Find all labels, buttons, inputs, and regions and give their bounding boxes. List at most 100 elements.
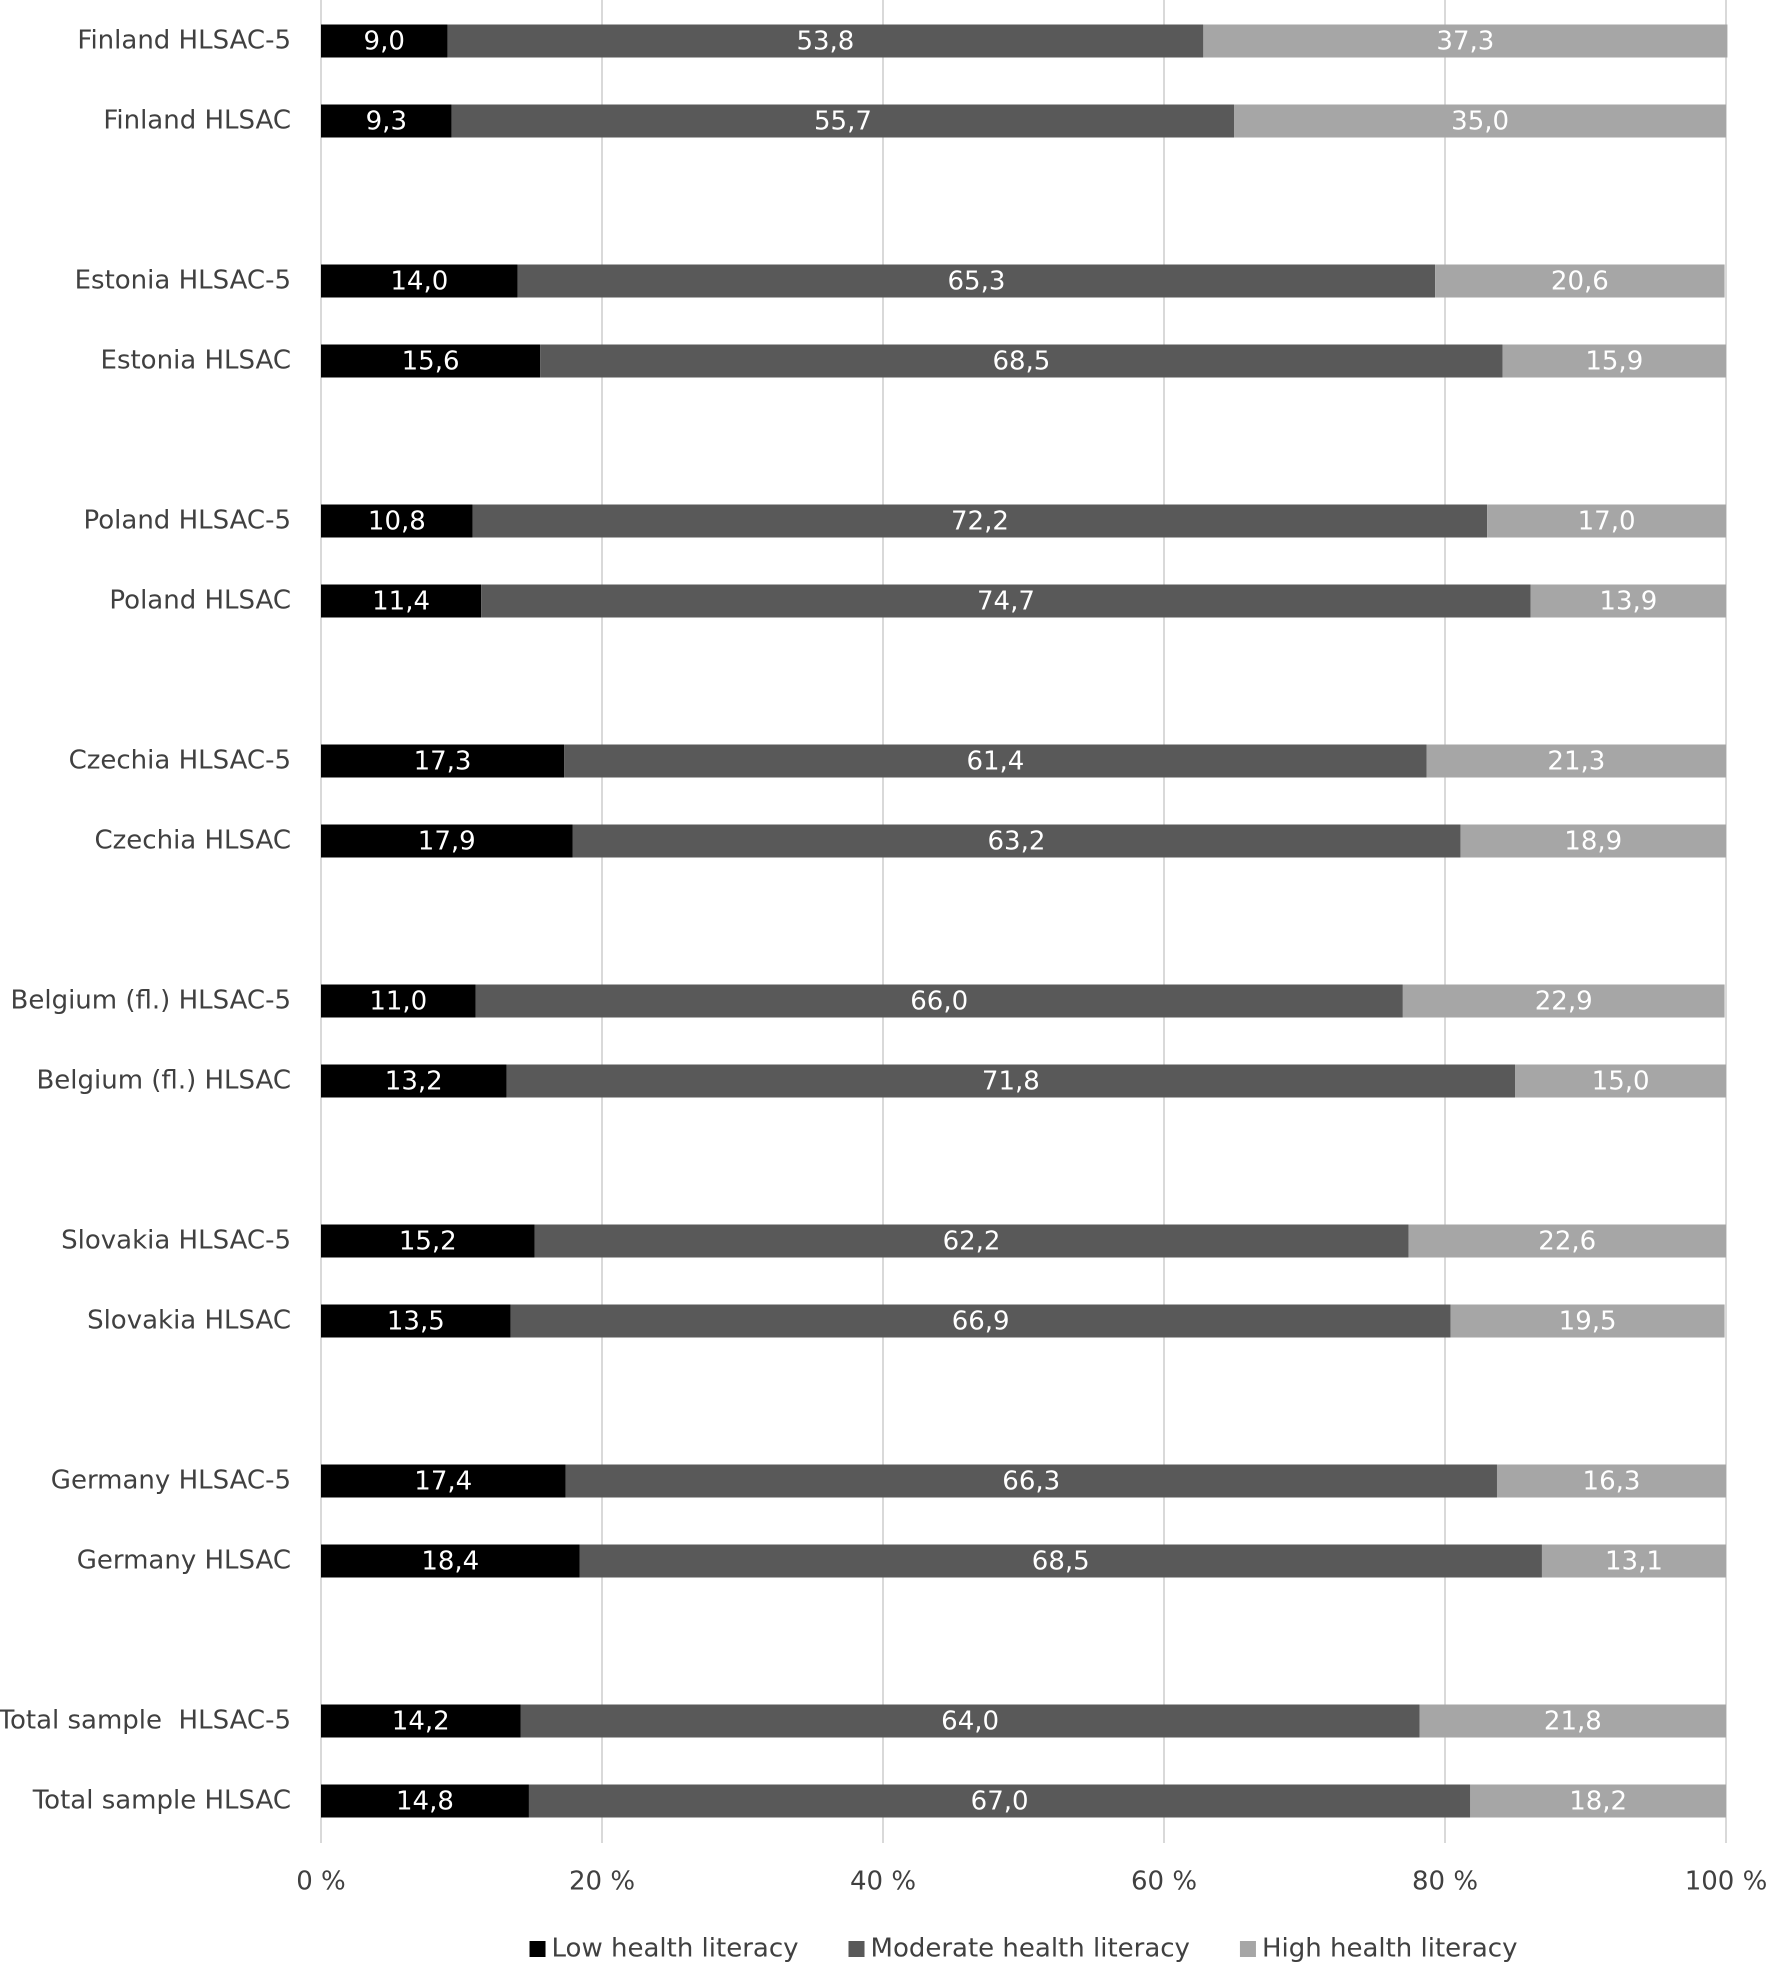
data-label: 68,5 [1032, 1547, 1090, 1577]
legend-swatch [848, 1941, 865, 1957]
x-tick-label: 60 % [1131, 1867, 1197, 1897]
bar-segment [1419, 1704, 1726, 1738]
bar-segment [321, 1224, 535, 1258]
data-label: 13,2 [385, 1067, 443, 1097]
bar-segment [528, 1784, 1471, 1818]
y-tick-label: Czechia HLSAC-5 [69, 746, 291, 776]
bar-segment [572, 824, 1461, 858]
data-label: 62,2 [943, 1227, 1001, 1257]
bar-segment [1450, 1304, 1725, 1338]
bar-segment [321, 1544, 580, 1578]
data-label: 19,5 [1559, 1307, 1617, 1337]
data-label: 18,2 [1569, 1787, 1627, 1817]
data-label: 35,0 [1451, 107, 1509, 137]
bar-segment [321, 264, 518, 298]
data-label: 63,2 [988, 827, 1046, 857]
data-label: 17,9 [418, 827, 476, 857]
bar-segment [1426, 744, 1726, 778]
bar-segment [321, 824, 573, 858]
bar-segment [517, 264, 1436, 298]
data-label: 65,3 [947, 267, 1005, 297]
grid [320, 0, 1727, 1843]
y-tick-label: Estonia HLSAC [101, 346, 291, 376]
bar-segment [447, 24, 1204, 58]
data-label: 15,9 [1585, 347, 1643, 377]
bar-segment [1530, 584, 1726, 618]
bar-segment [579, 1544, 1542, 1578]
bar-segment [321, 584, 482, 618]
y-tick-label: Poland HLSAC-5 [84, 506, 292, 536]
data-label: 21,3 [1547, 747, 1605, 777]
data-label: 18,9 [1564, 827, 1622, 857]
data-label: 14,8 [396, 1787, 454, 1817]
x-tick-label: 0 % [296, 1867, 346, 1897]
bar-segment [321, 24, 448, 58]
bar-segment [1402, 984, 1725, 1018]
data-label: 67,0 [971, 1787, 1029, 1817]
y-tick-label: Slovakia HLSAC [87, 1306, 291, 1336]
y-tick-label: Slovakia HLSAC-5 [61, 1226, 291, 1256]
y-tick-label: Total sample HLSAC [32, 1786, 291, 1816]
legend-swatch [529, 1941, 546, 1957]
data-label: 20,6 [1551, 267, 1609, 297]
bar-segment [520, 1704, 1420, 1738]
data-label: 18,4 [421, 1547, 479, 1577]
data-label: 68,5 [992, 347, 1050, 377]
bar-segment [321, 1784, 529, 1818]
bar-segment [565, 1464, 1497, 1498]
x-tick-label: 20 % [569, 1867, 635, 1897]
data-label: 13,5 [387, 1307, 445, 1337]
data-label: 9,3 [366, 107, 407, 137]
bar-segment [1203, 24, 1728, 58]
data-label: 55,7 [814, 107, 872, 137]
bar-segment [1496, 1464, 1726, 1498]
data-label: 17,4 [414, 1467, 472, 1497]
data-label: 71,8 [982, 1067, 1040, 1097]
data-label: 17,3 [414, 747, 472, 777]
data-label: 37,3 [1436, 27, 1494, 57]
y-tick-label: Estonia HLSAC-5 [75, 266, 291, 296]
bar-segment [1515, 1064, 1726, 1098]
data-label: 72,2 [951, 507, 1009, 537]
data-label: 14,0 [390, 267, 448, 297]
data-label: 13,1 [1605, 1547, 1663, 1577]
data-label: 61,4 [966, 747, 1024, 777]
bar-segment [1460, 824, 1726, 858]
data-label: 53,8 [796, 27, 854, 57]
bar-segment [534, 1224, 1409, 1258]
y-tick-label: Poland HLSAC [109, 586, 291, 616]
x-tick-label: 40 % [850, 1867, 916, 1897]
data-label: 15,2 [399, 1227, 457, 1257]
bar-segment [540, 344, 1503, 378]
y-tick-label: Czechia HLSAC [95, 826, 292, 856]
legend-label: Moderate health literacy [871, 1934, 1190, 1964]
bar-segment [1408, 1224, 1726, 1258]
data-label: 66,0 [910, 987, 968, 1017]
bar-segment [321, 1304, 511, 1338]
data-label: 9,0 [364, 27, 405, 57]
bar-segment [475, 984, 1403, 1018]
data-label: 15,6 [402, 347, 460, 377]
data-label: 66,3 [1002, 1467, 1060, 1497]
bar-segment [1435, 264, 1725, 298]
bar-segment [321, 1464, 566, 1498]
bar-segment [564, 744, 1427, 778]
bar-segment [1487, 504, 1726, 538]
data-label: 10,8 [368, 507, 426, 537]
bar-segment [451, 104, 1235, 138]
data-label: 74,7 [977, 587, 1035, 617]
data-label: 16,3 [1583, 1467, 1641, 1497]
bar-segment [1541, 1544, 1726, 1578]
legend: Low health literacy Moderate health liter… [529, 1934, 1517, 1964]
data-label: 66,9 [952, 1307, 1010, 1337]
legend-swatch [1239, 1941, 1256, 1957]
x-tick-label: 80 % [1412, 1867, 1478, 1897]
data-label: 22,6 [1538, 1227, 1596, 1257]
y-tick-label: Germany HLSAC [77, 1546, 291, 1576]
data-label: 64,0 [941, 1707, 999, 1737]
bar-segment [321, 1064, 507, 1098]
y-tick-label: Finland HLSAC [103, 106, 291, 136]
x-tick-label: 100 % [1685, 1867, 1768, 1897]
data-label: 13,9 [1599, 587, 1657, 617]
bar-segment [506, 1064, 1516, 1098]
